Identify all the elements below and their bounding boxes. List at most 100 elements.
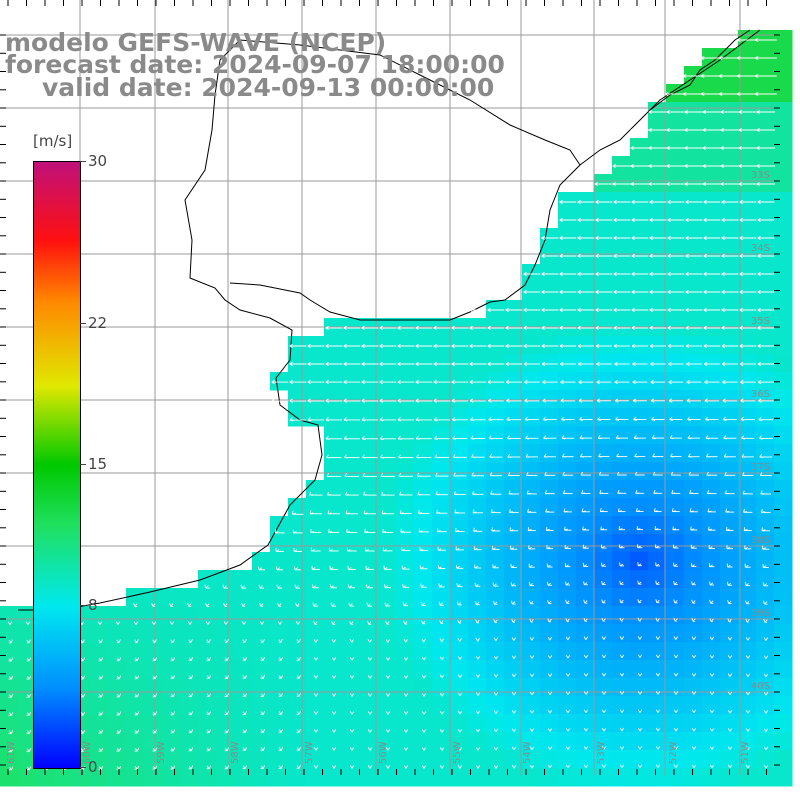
wind-arrow <box>691 764 697 769</box>
field-cell <box>576 462 595 481</box>
wind-arrow <box>26 730 32 734</box>
wind-arrow <box>344 491 359 496</box>
wind-arrow <box>757 217 775 223</box>
field-cell <box>396 606 415 625</box>
field-cell <box>738 480 757 499</box>
field-cell <box>342 678 361 697</box>
field-cell <box>522 480 541 499</box>
field-cell <box>216 660 235 679</box>
field-cell <box>630 606 649 625</box>
field-cell <box>774 660 793 679</box>
wind-arrow <box>506 416 522 422</box>
wind-arrow <box>655 691 661 695</box>
field-cell <box>144 714 163 733</box>
field-cell <box>540 588 559 607</box>
field-cell <box>648 570 667 589</box>
wind-arrow <box>615 416 629 422</box>
wind-arrow <box>421 729 427 733</box>
wind-arrow <box>564 563 571 568</box>
field-cell <box>306 372 325 391</box>
field-cell <box>612 156 631 175</box>
latitude-label: 39S <box>751 608 770 619</box>
wind-arrow <box>560 398 576 403</box>
wind-arrow <box>738 109 758 115</box>
field-cell <box>414 390 433 409</box>
wind-arrow <box>547 709 553 714</box>
wind-arrow <box>578 361 594 367</box>
wind-arrow <box>260 765 266 769</box>
wind-arrow <box>708 526 716 531</box>
wind-arrow <box>397 325 415 331</box>
field-cell <box>648 660 667 679</box>
field-cell <box>558 660 577 679</box>
field-cell <box>270 660 289 679</box>
field-cell <box>576 192 595 211</box>
wind-arrow <box>223 603 228 607</box>
wind-arrow <box>739 199 757 205</box>
field-cell <box>540 642 559 661</box>
field-cell <box>756 66 775 85</box>
field-cell <box>612 444 631 463</box>
wind-arrow <box>690 544 697 549</box>
field-cell <box>468 372 487 391</box>
wind-arrow <box>8 730 14 734</box>
wind-arrow <box>469 398 486 403</box>
wind-arrow <box>668 379 684 385</box>
field-cell <box>612 210 631 229</box>
field-cell <box>504 768 523 787</box>
field-cell <box>648 750 667 769</box>
wind-arrow <box>595 217 613 223</box>
field-cell <box>486 606 505 625</box>
field-cell <box>360 750 379 769</box>
field-cell <box>432 660 451 679</box>
field-cell <box>756 354 775 373</box>
field-cell <box>216 732 235 751</box>
wind-arrow <box>385 711 391 715</box>
field-cell <box>90 768 109 787</box>
wind-arrow <box>528 563 535 568</box>
field-cell <box>666 138 685 157</box>
wind-arrow <box>722 379 738 385</box>
wind-arrow <box>583 562 589 567</box>
wind-arrow <box>421 656 427 661</box>
wind-arrow <box>529 709 535 714</box>
wind-arrow <box>451 361 469 367</box>
field-cell <box>702 390 721 409</box>
wind-arrow <box>583 709 589 714</box>
wind-arrow <box>720 145 740 151</box>
field-cell <box>108 660 127 679</box>
field-cell <box>738 426 757 445</box>
field-cell <box>594 372 613 391</box>
field-cell <box>756 696 775 715</box>
field-cell <box>540 480 559 499</box>
wind-arrow <box>331 675 337 679</box>
field-cell <box>720 642 739 661</box>
wind-arrow <box>599 489 609 494</box>
field-cell <box>450 408 469 427</box>
wind-arrow <box>691 618 696 622</box>
field-cell <box>378 696 397 715</box>
wind-arrow <box>601 709 607 714</box>
field-cell <box>684 282 703 301</box>
field-cell <box>414 480 433 499</box>
wind-arrow <box>507 453 521 458</box>
field-cell <box>666 426 685 445</box>
wind-arrow <box>673 617 678 622</box>
field-cell <box>612 354 631 373</box>
field-cell <box>522 768 541 787</box>
wind-arrow <box>474 564 482 569</box>
coastline <box>18 29 761 611</box>
field-cell <box>324 444 343 463</box>
wind-arrow <box>343 361 361 367</box>
field-cell <box>360 696 379 715</box>
field-cell <box>144 606 163 625</box>
wind-arrow <box>296 746 302 751</box>
field-cell <box>756 282 775 301</box>
wind-arrow <box>546 563 553 568</box>
wind-arrow <box>170 657 176 662</box>
field-cell <box>774 606 793 625</box>
wind-arrow <box>380 491 395 496</box>
field-cell <box>108 714 127 733</box>
wind-arrow <box>709 764 715 769</box>
